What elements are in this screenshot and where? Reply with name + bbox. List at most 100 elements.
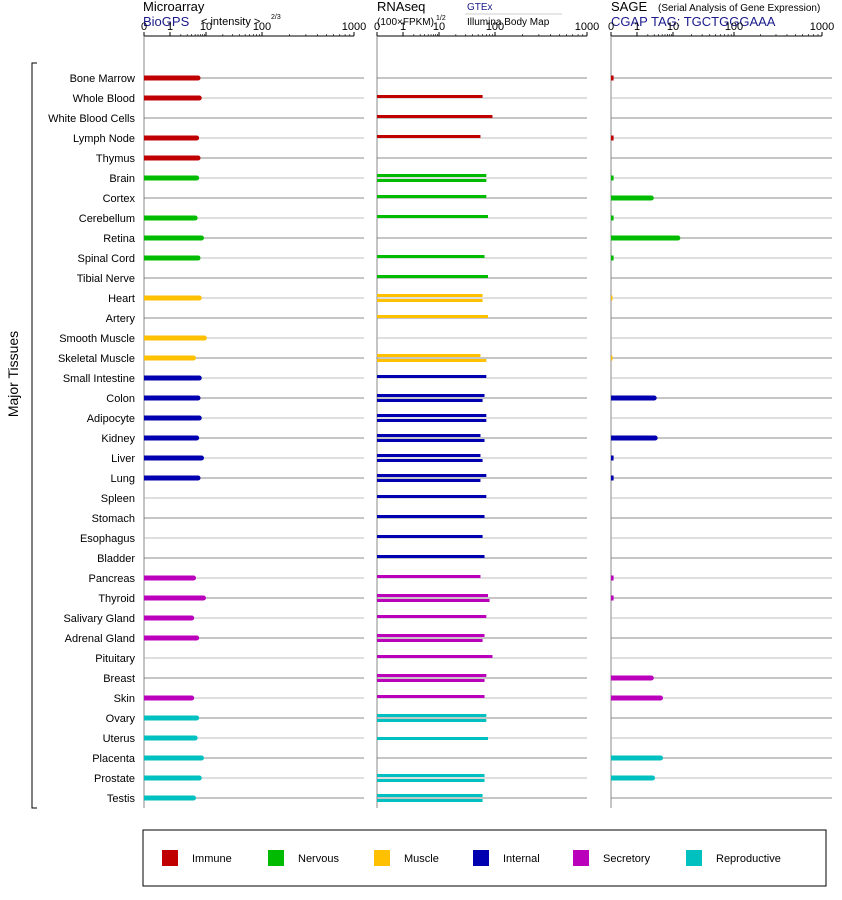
microarray-bar-cap — [196, 415, 202, 421]
tick-label: 10 — [200, 21, 212, 33]
microarray-bar-cap — [195, 255, 201, 261]
rnaseq-gtex-bar — [377, 634, 485, 637]
rnaseq-subtitle: (100×FPKM) — [377, 17, 434, 28]
rnaseq-gtex-bar — [377, 695, 485, 698]
microarray-bar-cap — [196, 375, 202, 381]
microarray-bar — [144, 435, 197, 441]
sage-bar-cap — [675, 235, 681, 241]
legend-label-internal: Internal — [503, 853, 540, 865]
sage-bar-cap — [651, 395, 657, 401]
microarray-bar — [144, 795, 194, 801]
microarray-bar — [144, 635, 197, 641]
tissue-label: Brain — [109, 173, 135, 185]
rnaseq-illumina-bar — [377, 779, 485, 782]
legend-label-reproductive: Reproductive — [716, 853, 781, 865]
legend-label-immune: Immune — [192, 853, 232, 865]
microarray-unit: < intensity > — [201, 16, 260, 28]
rnaseq-gtex-bar — [377, 115, 493, 118]
tick-label: 1 — [634, 21, 640, 33]
microarray-bar — [144, 595, 204, 601]
rnaseq-illumina-bar — [377, 719, 487, 722]
tissue-label: Adrenal Gland — [65, 633, 135, 645]
microarray-bar — [144, 755, 202, 761]
sage-bar-cap — [658, 755, 664, 761]
tissue-label: Cortex — [103, 193, 136, 205]
microarray-bar-cap — [199, 235, 205, 241]
rnaseq-gtex-bar — [377, 674, 487, 677]
legend-label-secretory: Secretory — [603, 853, 651, 865]
tissue-label: Esophagus — [80, 533, 136, 545]
tissue-label: Lung — [111, 473, 135, 485]
microarray-bar-cap — [195, 475, 201, 481]
microarray-bar-cap — [196, 775, 202, 781]
microarray-bar — [144, 775, 200, 781]
microarray-bar-cap — [192, 735, 198, 741]
microarray-unit-exponent: 2/3 — [271, 14, 281, 21]
rnaseq-gtex-bar — [377, 375, 487, 378]
rnaseq-legend-illumina: Illumina Body Map — [467, 17, 550, 28]
microarray-bar — [144, 415, 200, 421]
sage-bar — [611, 675, 652, 681]
rnaseq-gtex-bar — [377, 354, 481, 357]
sage-title-note: (Serial Analysis of Gene Expression) — [658, 3, 820, 14]
microarray-bar — [144, 735, 196, 741]
tick-label: 100 — [486, 21, 504, 33]
tissue-label: Thymus — [96, 153, 136, 165]
microarray-bar — [144, 335, 205, 341]
rnaseq-gtex-bar — [377, 174, 487, 177]
rnaseq-illumina-bar — [377, 799, 483, 802]
microarray-bar-cap — [201, 335, 207, 341]
sage-bar — [611, 575, 614, 581]
sage-bar — [611, 355, 613, 361]
microarray-bar — [144, 295, 200, 301]
rnaseq-gtex-bar — [377, 195, 487, 198]
microarray-bar-cap — [194, 175, 200, 181]
microarray-bar-cap — [199, 755, 205, 761]
rnaseq-illumina-bar — [377, 439, 485, 442]
sage-bar — [611, 455, 614, 461]
rnaseq-illumina-bar — [377, 479, 481, 482]
microarray-bar — [144, 75, 199, 81]
sage-bar — [611, 235, 678, 241]
rnaseq-gtex-bar — [377, 315, 489, 318]
group-bracket — [31, 62, 37, 809]
tissue-label: Skin — [114, 693, 135, 705]
microarray-bar — [144, 175, 197, 181]
rnaseq-illumina-bar — [377, 679, 485, 682]
axes-layer: 0 1 10 100 1000 0 1 10 100 1000 0 1 10 100 1000 — [141, 21, 834, 808]
rnaseq-gtex-bar — [377, 794, 483, 797]
microarray-bar — [144, 575, 194, 581]
sage-bar-cap — [648, 675, 654, 681]
microarray-bar — [144, 695, 192, 701]
tissue-label: Tibial Nerve — [77, 273, 135, 285]
microarray-bar-cap — [192, 215, 198, 221]
tick-label: 1000 — [342, 21, 366, 33]
rnaseq-unit-exponent: 1/2 — [436, 15, 446, 22]
legend-label-muscle: Muscle — [404, 853, 439, 865]
sage-bar — [611, 475, 614, 481]
microarray-bar — [144, 155, 199, 161]
tissue-label: Stomach — [92, 513, 135, 525]
microarray-bar-cap — [199, 455, 205, 461]
sage-bar — [611, 195, 652, 201]
tick-label: 0 — [374, 21, 380, 33]
rnaseq-gtex-bar — [377, 215, 489, 218]
legend-swatch-immune — [162, 850, 178, 866]
rnaseq-gtex-bar — [377, 714, 487, 717]
microarray-bar-cap — [194, 135, 200, 141]
sage-bar-cap — [658, 695, 664, 701]
tissue-label: Cerebellum — [79, 213, 135, 225]
microarray-bar — [144, 135, 197, 141]
tissue-label: Spleen — [101, 493, 135, 505]
tissue-label: Artery — [106, 313, 136, 325]
legend-swatch-nervous — [268, 850, 284, 866]
rnaseq-gtex-bar — [377, 434, 481, 437]
rnaseq-illumina-bar — [377, 639, 483, 642]
sage-bar — [611, 695, 661, 701]
microarray-subtitle: BioGPS — [143, 14, 190, 29]
microarray-bar-cap — [191, 575, 197, 581]
tissue-label: Ovary — [106, 713, 136, 725]
tick-label: 0 — [141, 21, 147, 33]
rnaseq-illumina-bar — [377, 359, 487, 362]
microarray-bar-cap — [195, 75, 201, 81]
